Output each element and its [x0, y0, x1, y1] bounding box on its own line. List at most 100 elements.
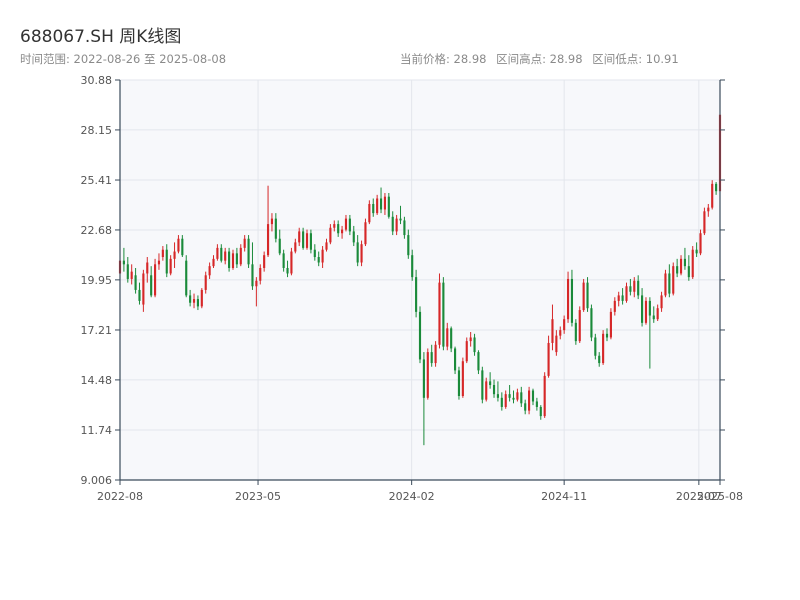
candle: [278, 229, 281, 256]
candle: [313, 244, 316, 261]
candle-body: [582, 282, 585, 311]
candle-body: [212, 258, 215, 267]
candle-body: [481, 370, 484, 400]
candle: [528, 386, 531, 415]
candle-body: [243, 238, 246, 248]
candle: [551, 304, 554, 351]
candle-body: [566, 278, 570, 320]
candle-body: [157, 260, 161, 265]
candle-body: [707, 207, 710, 212]
candle-body: [228, 251, 231, 268]
candle: [200, 288, 203, 309]
candle: [422, 352, 425, 446]
candle: [563, 315, 566, 334]
candle-body: [142, 273, 145, 305]
candle: [150, 266, 153, 298]
candle: [703, 207, 706, 236]
candle-body: [169, 258, 172, 274]
candle-body: [524, 403, 527, 411]
candle: [715, 182, 718, 195]
candle-body: [652, 315, 655, 320]
range-label: 时间范围:: [20, 52, 70, 66]
candle-body: [305, 233, 309, 248]
candle-body: [648, 300, 651, 316]
candle: [543, 372, 546, 418]
y-tick-label: 11.74: [81, 424, 113, 437]
candle-body: [220, 247, 223, 261]
candle-body: [422, 359, 425, 398]
candle: [235, 247, 238, 268]
chart-title: 688067.SH 周K线图: [20, 27, 182, 47]
candle: [364, 218, 367, 247]
candle-body: [531, 390, 535, 402]
candle-body: [520, 392, 523, 404]
candle: [641, 288, 644, 327]
price-stats: 当前价格: 28.98 区间高点: 28.98 区间低点: 10.91: [400, 51, 685, 67]
candle: [660, 291, 663, 312]
candle-body: [664, 273, 667, 296]
candle: [664, 269, 667, 298]
candle-body: [364, 222, 367, 245]
candle-body: [426, 352, 429, 398]
candle-body: [457, 370, 461, 396]
candle-body: [676, 266, 679, 274]
candle: [391, 211, 394, 236]
candle: [520, 386, 523, 407]
candle: [457, 366, 461, 400]
candle: [126, 257, 129, 283]
candle-body: [360, 244, 363, 263]
candle-body: [247, 238, 250, 265]
candle-body: [126, 264, 129, 279]
candle-body: [668, 273, 671, 294]
candle: [496, 381, 499, 402]
candle: [161, 246, 164, 261]
candle-body: [130, 271, 133, 279]
candle-body: [274, 218, 277, 239]
candle-body: [715, 183, 718, 192]
candle-body: [224, 251, 227, 261]
candle-body: [309, 233, 312, 250]
candle: [613, 297, 616, 316]
candle: [333, 220, 336, 232]
candle: [177, 235, 180, 254]
candle-body: [453, 348, 457, 371]
candle-body: [672, 266, 675, 294]
candle-body: [699, 233, 702, 254]
candle: [485, 377, 488, 402]
range-high: 区间高点: 28.98: [496, 52, 583, 66]
candle: [181, 235, 184, 258]
candle: [255, 277, 258, 307]
candle: [259, 264, 262, 285]
candle-body: [594, 337, 597, 356]
candle: [473, 333, 476, 356]
candle-body: [469, 337, 472, 342]
candle-body: [216, 247, 219, 259]
candle: [633, 277, 636, 298]
candle: [220, 244, 223, 263]
candle-body: [282, 253, 285, 268]
candle: [298, 227, 301, 247]
candle: [294, 238, 297, 254]
candle: [243, 235, 246, 252]
y-tick-label: 25.41: [81, 174, 113, 187]
candle: [676, 258, 679, 278]
candle: [286, 260, 289, 278]
candle-body: [337, 224, 340, 234]
candle: [637, 275, 640, 300]
candle-body: [555, 335, 558, 353]
candle: [411, 249, 414, 281]
candle: [251, 242, 254, 290]
candle-body: [703, 211, 706, 234]
candle: [305, 229, 309, 250]
candle-body: [687, 266, 690, 278]
candle-body: [208, 266, 211, 276]
candle-body: [321, 249, 324, 263]
candle-body: [298, 231, 301, 243]
candle-body: [204, 275, 207, 290]
candle: [418, 306, 422, 364]
candle: [691, 246, 694, 279]
candle: [711, 180, 714, 210]
candle-body: [586, 282, 589, 309]
candle-body: [578, 310, 581, 342]
candle-body: [290, 251, 293, 274]
